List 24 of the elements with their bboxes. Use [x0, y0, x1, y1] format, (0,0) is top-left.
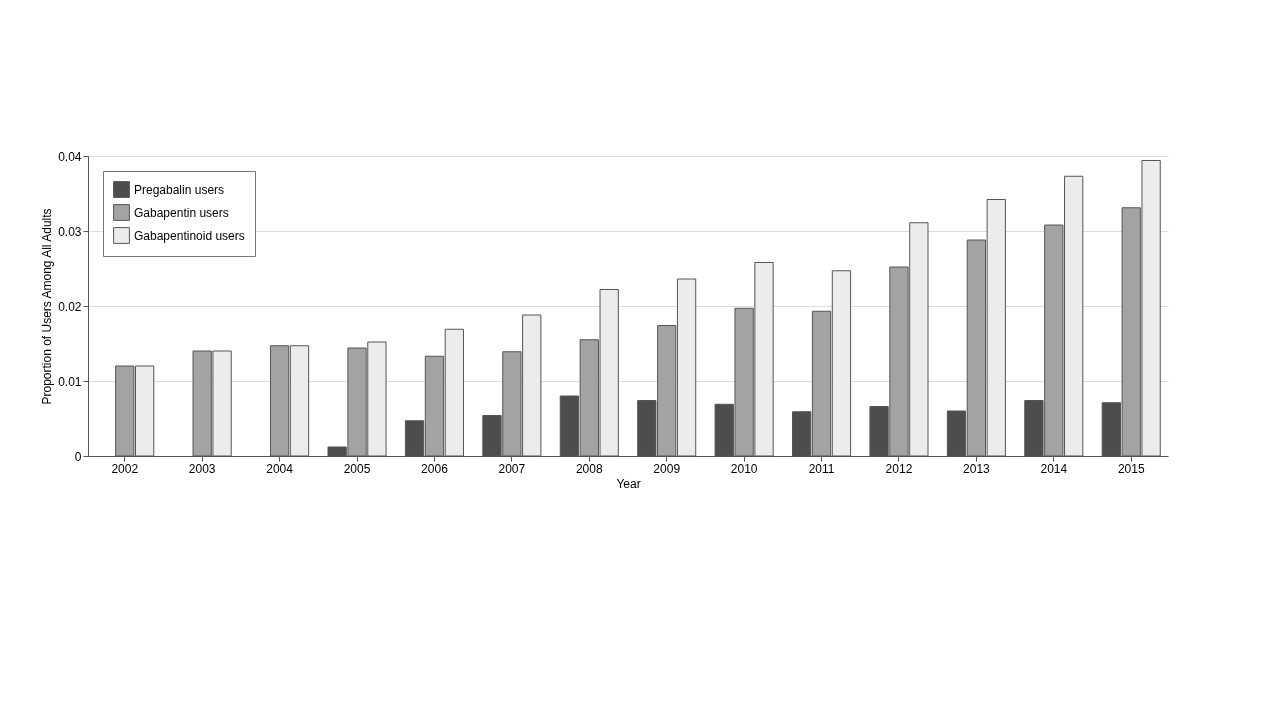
legend-label: Gabapentin users [134, 205, 229, 220]
x-tick-label: 2006 [421, 461, 449, 476]
x-tick-label: 2014 [1040, 461, 1068, 476]
y-tick-label: 0 [74, 449, 82, 464]
x-tick-label: 2010 [730, 461, 758, 476]
y-tick-label: 0.03 [58, 224, 82, 239]
x-tick-label: 2003 [188, 461, 216, 476]
x-tick-label: 2009 [653, 461, 681, 476]
x-tick-label: 2008 [575, 461, 603, 476]
x-tick-label: 2007 [498, 461, 526, 476]
x-tick-label: 2013 [963, 461, 991, 476]
legend-label: Gabapentinoid users [134, 228, 245, 243]
x-tick-label: 2015 [1117, 461, 1145, 476]
x-tick-label: 2012 [885, 461, 913, 476]
x-tick-label: 2011 [808, 461, 835, 476]
y-tick-label: 0.02 [58, 299, 82, 314]
legend-label: Pregabalin users [134, 182, 225, 197]
x-tick-label: 2004 [266, 461, 294, 476]
y-tick-label: 0.04 [58, 149, 82, 164]
y-axis-title: Proportion of Users Among All Adults [40, 208, 55, 405]
x-tick-label: 2005 [343, 461, 371, 476]
y-tick-label: 0.01 [58, 374, 82, 389]
x-tick-label: 2002 [111, 461, 139, 476]
x-axis-title: Year [616, 476, 641, 491]
